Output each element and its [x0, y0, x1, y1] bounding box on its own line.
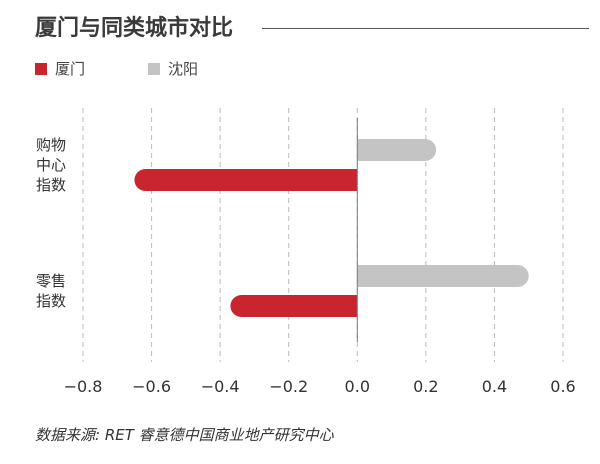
category-label: 零售	[36, 272, 66, 290]
legend-label-shenyang: 沈阳	[168, 60, 199, 78]
category-label: 指数	[36, 176, 66, 194]
bar-shenyang-1	[357, 265, 529, 287]
category-label: 中心	[36, 156, 66, 174]
bar-body	[230, 295, 358, 317]
x-tick-label: 0.4	[482, 377, 507, 396]
title-rule	[262, 28, 589, 29]
category-label: 购物	[36, 136, 66, 154]
x-tick-label: −0.2	[269, 377, 308, 396]
bar-xiamen-1	[230, 295, 358, 317]
bar-xiamen-0	[134, 169, 358, 191]
bar-flat-end	[346, 169, 358, 191]
legend-swatch-shenyang	[148, 62, 160, 75]
category-label: 指数	[36, 292, 66, 310]
bar-shenyang-0	[357, 139, 437, 161]
bar-body	[357, 265, 529, 287]
bar-flat-end	[346, 295, 358, 317]
bar-body	[357, 139, 437, 161]
source-note: 数据来源: RET 睿意德中国商业地产研究中心	[35, 426, 334, 444]
legend-item-xiamen: 厦门	[35, 58, 85, 79]
bar-body	[134, 169, 358, 191]
chart-title: 厦门与同类城市对比	[35, 16, 234, 41]
bar-flat-end	[357, 139, 369, 161]
bar-flat-end	[357, 265, 369, 287]
x-tick-label: −0.4	[201, 377, 240, 396]
x-tick-label: 0.2	[413, 377, 438, 396]
legend-swatch-xiamen	[35, 62, 47, 75]
legend-item-shenyang: 沈阳	[148, 58, 198, 79]
x-tick-label: −0.8	[64, 377, 103, 396]
x-tick-label: 0.6	[550, 377, 575, 396]
legend-label-xiamen: 厦门	[55, 60, 86, 78]
x-tick-label: −0.6	[132, 377, 171, 396]
x-tick-label: 0.0	[345, 377, 370, 396]
